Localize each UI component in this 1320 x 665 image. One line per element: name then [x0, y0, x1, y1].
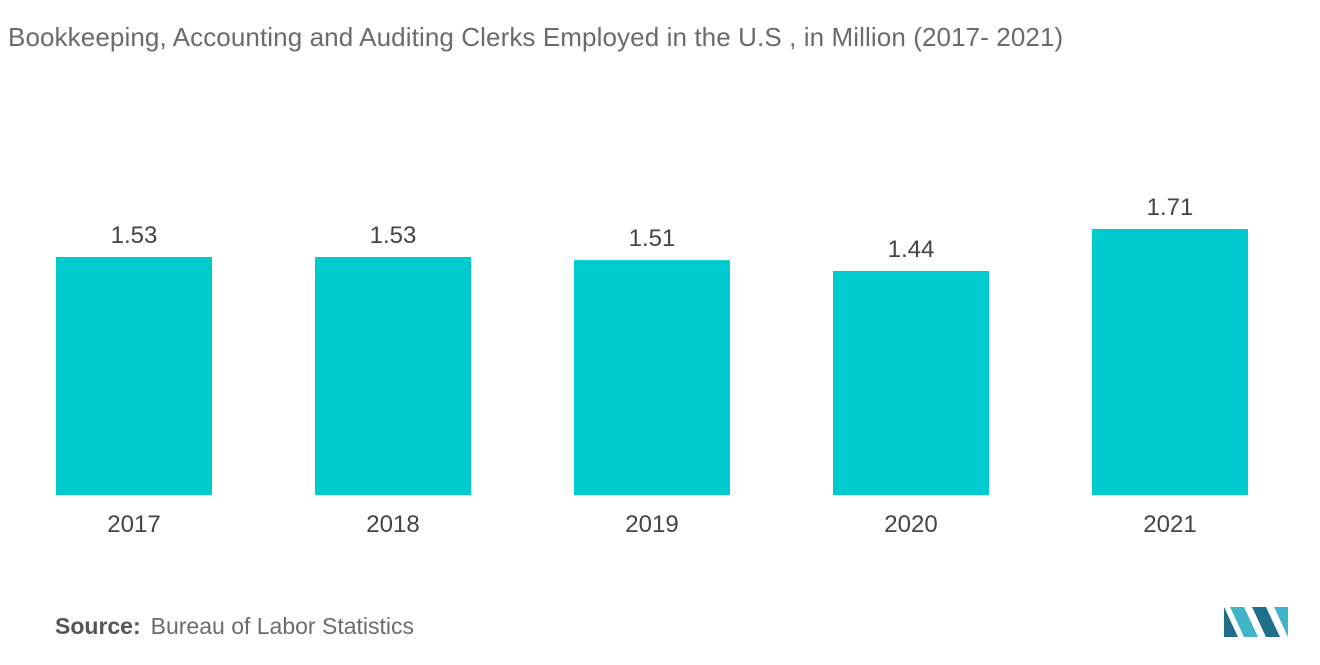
value-label-2017: 1.53	[111, 222, 158, 249]
category-label-2017: 2017	[107, 511, 160, 538]
bar-2018	[315, 257, 471, 495]
value-label-2019: 1.51	[629, 225, 676, 252]
mordor-intelligence-logo-icon	[1222, 603, 1292, 644]
bar-chart: 1.53 2017 1.53 2018 1.51 2019 1.44 2020 1.71 2021	[56, 194, 1248, 538]
bar-2017	[56, 257, 212, 495]
category-label-2020: 2020	[884, 511, 937, 538]
category-label-2019: 2019	[625, 511, 678, 538]
value-label-2018: 1.53	[370, 222, 417, 249]
category-label-2021: 2021	[1143, 511, 1196, 538]
source-label: Source:	[55, 613, 141, 639]
category-label-2018: 2018	[366, 511, 419, 538]
source-note: Source: Bureau of Labor Statistics	[55, 613, 414, 640]
bar-2019	[574, 260, 730, 495]
value-label-2021: 1.71	[1147, 194, 1194, 221]
bar-2021	[1092, 229, 1248, 495]
chart-title: Bookkeeping, Accounting and Auditing Cle…	[8, 22, 1064, 52]
bar-2020	[833, 271, 989, 495]
source-text: Bureau of Labor Statistics	[150, 613, 415, 639]
value-label-2020: 1.44	[888, 236, 935, 263]
